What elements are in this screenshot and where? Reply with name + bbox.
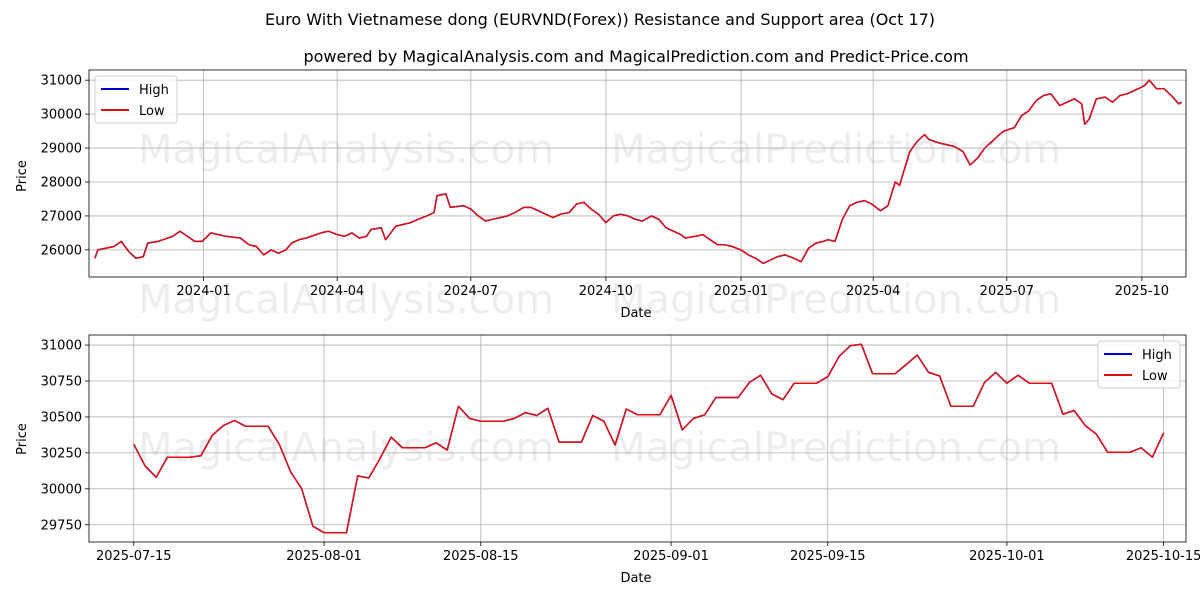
x-tick-label: 2025-09-15 xyxy=(790,549,866,564)
x-tick-label: 2024-10 xyxy=(579,284,633,299)
top-x-axis-label: Date xyxy=(620,306,651,321)
series-line-low xyxy=(133,343,1165,534)
bottom-x-axis-label: Date xyxy=(620,571,651,586)
y-tick-label: 31000 xyxy=(41,339,82,354)
legend-label-low: Low xyxy=(139,104,165,119)
y-tick-label: 26000 xyxy=(41,243,82,258)
legend: High Low xyxy=(1097,340,1181,389)
plot-frame xyxy=(88,334,1187,543)
legend-box xyxy=(1097,340,1181,389)
x-tick-label: 2024-07 xyxy=(444,284,498,299)
plot-frame xyxy=(88,69,1187,278)
y-tick-label: 30000 xyxy=(41,482,82,497)
legend-box xyxy=(94,75,178,124)
chart-title: Euro With Vietnamese dong (EURVND(Forex)… xyxy=(265,10,935,29)
x-tick-label: 2025-08-15 xyxy=(443,549,519,564)
x-tick-label: 2024-01 xyxy=(176,284,230,299)
watermark-top-right: MagicalPrediction.com xyxy=(611,127,1061,173)
chart-subtitle: powered by MagicalAnalysis.com and Magic… xyxy=(303,47,968,66)
y-tick-label: 29000 xyxy=(41,142,82,157)
y-tick-label: 29750 xyxy=(41,518,82,533)
legend-label-high: High xyxy=(1142,348,1172,363)
x-tick-label: 2025-10-15 xyxy=(1126,549,1200,564)
top-chart-panel: MagicalAnalysis.com MagicalPrediction.co… xyxy=(15,69,1187,323)
x-tick-label: 2025-04 xyxy=(846,284,900,299)
legend: High Low xyxy=(94,75,178,124)
x-tick-label: 2025-10-01 xyxy=(969,549,1045,564)
y-tick-label: 30250 xyxy=(41,446,82,461)
x-tick-label: 2025-09-01 xyxy=(633,549,709,564)
x-tick-label: 2025-07 xyxy=(980,284,1034,299)
y-tick-label: 27000 xyxy=(41,209,82,224)
y-tick-label: 30750 xyxy=(41,375,82,390)
x-tick-label: 2025-01 xyxy=(714,284,768,299)
bottom-chart-panel: MagicalAnalysis.com MagicalPrediction.co… xyxy=(15,334,1200,586)
watermark-mid-right: MagicalPrediction.com xyxy=(611,277,1061,323)
y-tick-label: 28000 xyxy=(41,175,82,190)
y-tick-label: 30500 xyxy=(41,410,82,425)
legend-label-high: High xyxy=(139,83,169,98)
y-tick-label: 30000 xyxy=(41,108,82,123)
x-tick-label: 2025-10 xyxy=(1115,284,1169,299)
legend-label-low: Low xyxy=(1142,369,1168,384)
watermark-mid-left: MagicalAnalysis.com xyxy=(138,277,554,323)
top-y-axis-label: Price xyxy=(15,160,30,192)
x-tick-label: 2025-08-01 xyxy=(286,549,362,564)
watermark-bottom-right: MagicalPrediction.com xyxy=(611,425,1061,471)
y-tick-label: 31000 xyxy=(41,74,82,89)
x-tick-label: 2025-07-15 xyxy=(96,549,172,564)
watermark-bottom-left: MagicalAnalysis.com xyxy=(138,425,554,471)
bottom-y-axis-label: Price xyxy=(15,423,30,455)
x-tick-label: 2024-04 xyxy=(310,284,364,299)
watermark-top-left: MagicalAnalysis.com xyxy=(138,127,554,173)
series-line-low xyxy=(94,79,1182,265)
